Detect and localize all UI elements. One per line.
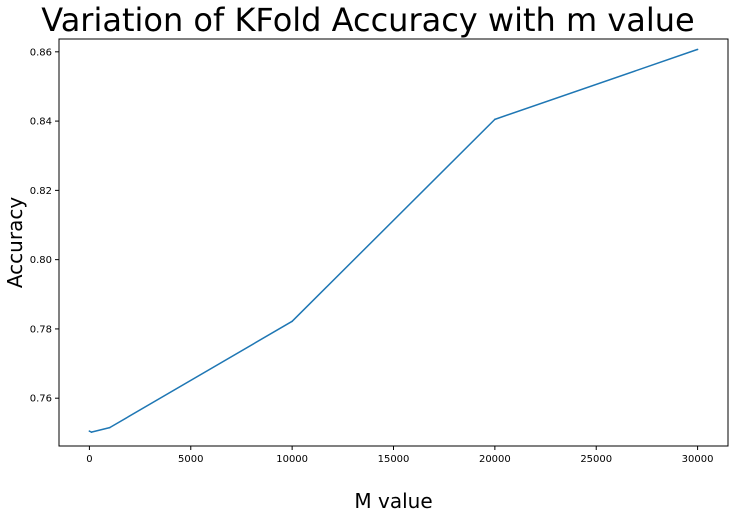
data-point (108, 426, 111, 429)
data-point (291, 320, 293, 323)
x-tick-label: 10000 (276, 454, 308, 465)
axes-frame (58, 38, 729, 447)
y-tick-label: 0.80 (30, 255, 52, 266)
series-layer (88, 48, 699, 433)
y-tick-label: 0.78 (30, 324, 52, 335)
plot-area-border (58, 38, 729, 447)
x-tick-label: 5000 (178, 454, 203, 465)
data-point (88, 430, 91, 432)
chart-title: Variation of KFold Accuracy with m value (41, 1, 695, 39)
data-point (90, 431, 93, 433)
data-point (696, 48, 699, 51)
data-point (494, 118, 496, 121)
x-axis-label: M value (354, 489, 432, 513)
x-tick-label: 30000 (682, 454, 714, 465)
y-tick-label: 0.76 (30, 394, 52, 405)
x-tick-label: 0 (86, 454, 92, 465)
x-tick-label: 20000 (479, 454, 511, 465)
x-tick-label: 15000 (378, 454, 410, 465)
y-tick-label: 0.84 (30, 117, 52, 128)
x-tick-label: 25000 (580, 454, 612, 465)
x-axis-ticks: 0 5000 10000 15000 20000 25000 30000 (86, 446, 713, 465)
y-axis-ticks: 0.76 0.78 0.80 0.82 0.84 0.86 (30, 47, 59, 405)
y-tick-label: 0.82 (30, 186, 52, 197)
y-axis-label: Accuracy (3, 197, 27, 288)
y-tick-label: 0.86 (30, 47, 52, 58)
series-line (89, 48, 698, 433)
